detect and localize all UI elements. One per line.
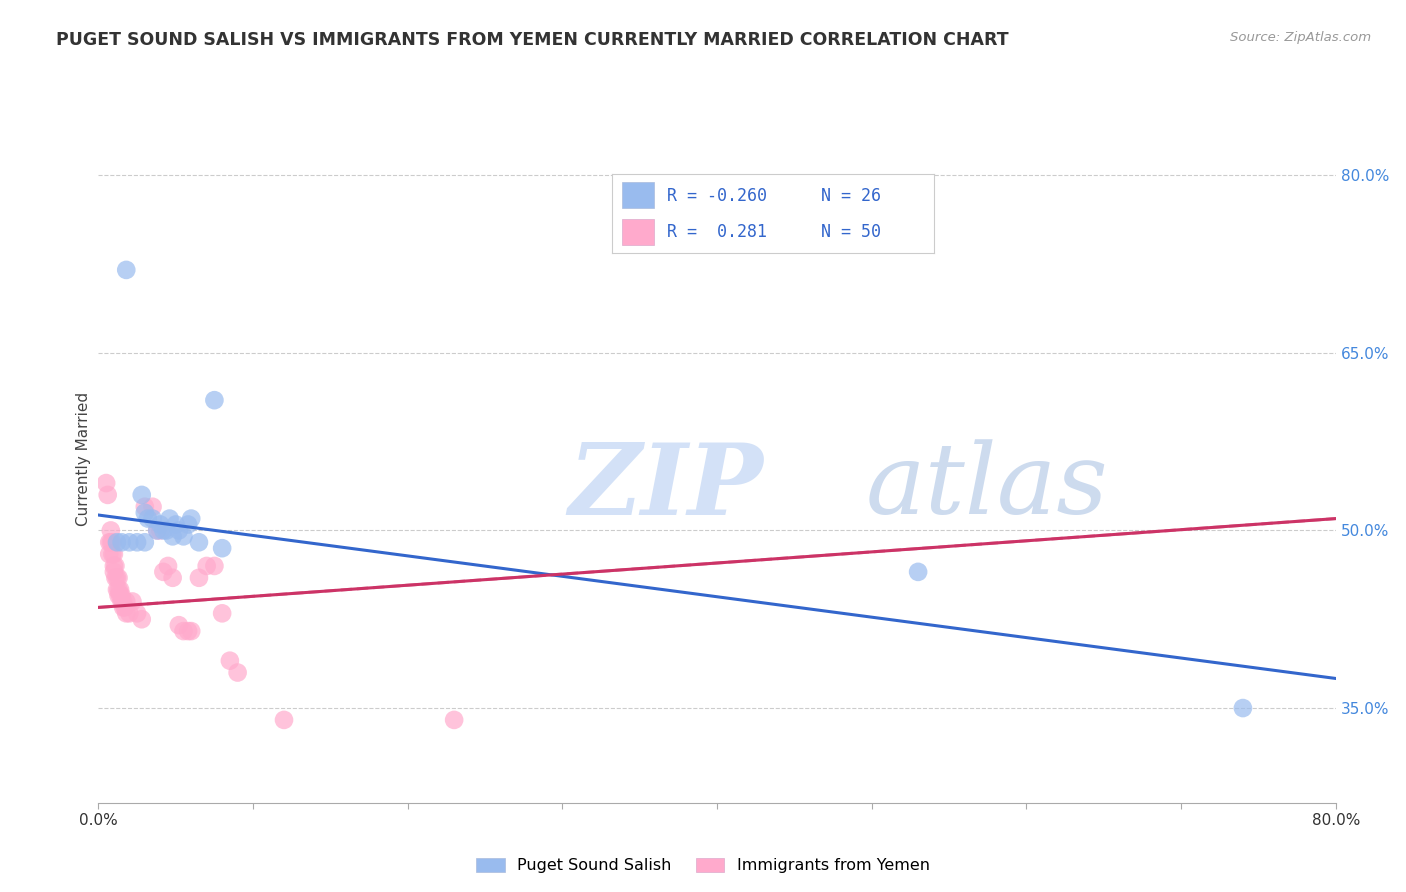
Point bbox=[167, 524, 190, 538]
Point bbox=[111, 594, 132, 608]
Point bbox=[103, 565, 125, 579]
Point bbox=[211, 607, 233, 621]
Point bbox=[111, 535, 132, 549]
Point bbox=[104, 571, 127, 585]
Point bbox=[219, 654, 242, 668]
Point bbox=[127, 607, 149, 621]
Point bbox=[149, 524, 172, 538]
Point bbox=[96, 476, 118, 491]
Point bbox=[134, 500, 156, 514]
Point bbox=[159, 511, 181, 525]
FancyBboxPatch shape bbox=[621, 219, 654, 245]
Point bbox=[121, 594, 143, 608]
Point bbox=[131, 488, 153, 502]
Point bbox=[107, 582, 129, 597]
Point bbox=[112, 600, 135, 615]
Point bbox=[204, 393, 226, 408]
Point bbox=[98, 547, 121, 561]
Point bbox=[108, 589, 131, 603]
Point bbox=[172, 624, 194, 639]
Point bbox=[152, 565, 174, 579]
Point bbox=[226, 665, 249, 680]
Point bbox=[118, 535, 141, 549]
Point bbox=[273, 713, 295, 727]
Point bbox=[107, 589, 129, 603]
Point bbox=[127, 535, 149, 549]
Text: Source: ZipAtlas.com: Source: ZipAtlas.com bbox=[1230, 31, 1371, 45]
Point bbox=[111, 589, 132, 603]
Point bbox=[157, 558, 180, 573]
Point bbox=[907, 565, 929, 579]
Point bbox=[115, 594, 138, 608]
Point bbox=[172, 529, 194, 543]
Point bbox=[188, 571, 211, 585]
Point bbox=[105, 571, 128, 585]
Point bbox=[118, 607, 141, 621]
Point bbox=[112, 594, 135, 608]
Point bbox=[162, 529, 184, 543]
FancyBboxPatch shape bbox=[621, 182, 654, 209]
Point bbox=[152, 524, 174, 538]
Point bbox=[100, 535, 122, 549]
Point bbox=[443, 713, 465, 727]
Point bbox=[180, 511, 202, 525]
Point bbox=[177, 624, 200, 639]
Point bbox=[114, 600, 136, 615]
Point bbox=[167, 618, 190, 632]
Point bbox=[101, 547, 124, 561]
Y-axis label: Currently Married: Currently Married bbox=[76, 392, 91, 526]
Point bbox=[101, 535, 124, 549]
Text: R = -0.260: R = -0.260 bbox=[666, 186, 766, 204]
Point bbox=[107, 571, 129, 585]
Point bbox=[105, 535, 128, 549]
Point bbox=[195, 558, 218, 573]
Point bbox=[100, 524, 122, 538]
Point bbox=[141, 511, 165, 525]
Point bbox=[180, 624, 202, 639]
Legend: Puget Sound Salish, Immigrants from Yemen: Puget Sound Salish, Immigrants from Yeme… bbox=[470, 851, 936, 880]
Point bbox=[146, 524, 169, 538]
Text: R =  0.281: R = 0.281 bbox=[666, 223, 766, 241]
Point bbox=[141, 500, 165, 514]
Point bbox=[188, 535, 211, 549]
Point bbox=[1232, 701, 1254, 715]
Text: N = 26: N = 26 bbox=[821, 186, 882, 204]
Point bbox=[98, 535, 121, 549]
Point bbox=[136, 511, 159, 525]
Point bbox=[211, 541, 233, 556]
Point bbox=[149, 517, 172, 532]
Point bbox=[104, 558, 127, 573]
Point bbox=[103, 558, 125, 573]
Point bbox=[165, 517, 187, 532]
Point bbox=[131, 612, 153, 626]
Point bbox=[146, 524, 169, 538]
Text: ZIP: ZIP bbox=[568, 439, 763, 535]
Point bbox=[115, 263, 138, 277]
Point bbox=[115, 607, 138, 621]
Point bbox=[97, 488, 120, 502]
Point bbox=[204, 558, 226, 573]
Text: atlas: atlas bbox=[866, 439, 1108, 534]
Point bbox=[162, 571, 184, 585]
Text: N = 50: N = 50 bbox=[821, 223, 882, 241]
Point bbox=[155, 524, 177, 538]
Point bbox=[177, 517, 200, 532]
Text: PUGET SOUND SALISH VS IMMIGRANTS FROM YEMEN CURRENTLY MARRIED CORRELATION CHART: PUGET SOUND SALISH VS IMMIGRANTS FROM YE… bbox=[56, 31, 1010, 49]
Point bbox=[134, 535, 156, 549]
Point bbox=[103, 547, 125, 561]
Point bbox=[134, 506, 156, 520]
Point bbox=[108, 582, 131, 597]
Point bbox=[105, 582, 128, 597]
